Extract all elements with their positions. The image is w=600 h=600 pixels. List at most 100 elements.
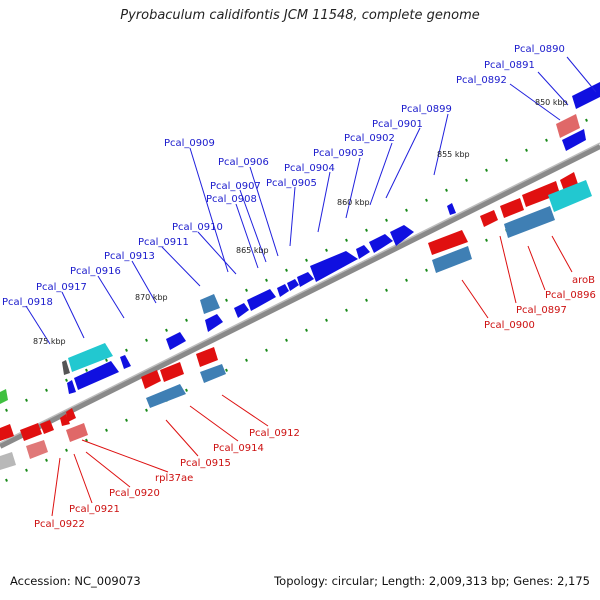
- gene-label[interactable]: Pcal_0913: [104, 251, 155, 262]
- gene-arrow[interactable]: [146, 384, 186, 408]
- tick-mark: [525, 148, 528, 152]
- gene-label[interactable]: Pcal_0907: [210, 181, 261, 192]
- tick-mark: [425, 268, 428, 272]
- gene-label[interactable]: Pcal_0900: [484, 320, 535, 331]
- gene-arrow[interactable]: [277, 284, 289, 297]
- tick-mark: [25, 468, 28, 472]
- bottom-label-leaders: [51, 235, 573, 517]
- gene-arrow[interactable]: [200, 294, 220, 314]
- gene-label[interactable]: aroB: [572, 275, 595, 286]
- gene-label[interactable]: Pcal_0915: [180, 458, 231, 469]
- tick-mark: [225, 298, 228, 302]
- gene-arrow[interactable]: [310, 251, 358, 282]
- genome-backbone-highlight: [0, 142, 600, 444]
- gene-label[interactable]: Pcal_0922: [34, 519, 85, 530]
- reverse-genes: [0, 114, 592, 470]
- gene-arrow[interactable]: [480, 210, 498, 227]
- gene-arrow[interactable]: [40, 420, 54, 434]
- gene-arrow[interactable]: [67, 380, 76, 394]
- gene-label[interactable]: Pcal_0912: [249, 428, 300, 439]
- gene-label[interactable]: Pcal_0914: [213, 443, 264, 454]
- gene-arrow[interactable]: [556, 114, 580, 138]
- gene-label[interactable]: Pcal_0902: [344, 133, 395, 144]
- gene-label[interactable]: Pcal_0916: [70, 266, 121, 277]
- tick-mark: [165, 328, 168, 332]
- gene-arrow[interactable]: [504, 206, 555, 238]
- gene-label[interactable]: rpl37ae: [155, 473, 193, 484]
- gene-arrow[interactable]: [205, 314, 223, 332]
- gene-label[interactable]: Pcal_0905: [266, 178, 317, 189]
- gene-arrow[interactable]: [247, 289, 276, 311]
- gene-arrow[interactable]: [166, 332, 186, 350]
- scale-label-850: 850 kbp: [535, 98, 568, 107]
- gene-arrow[interactable]: [0, 389, 8, 404]
- gene-label[interactable]: Pcal_0891: [484, 60, 535, 71]
- gene-label[interactable]: Pcal_0906: [218, 157, 269, 168]
- gene-arrow[interactable]: [200, 364, 226, 383]
- gene-label[interactable]: Pcal_0901: [372, 119, 423, 130]
- genome-backbone: [0, 143, 600, 449]
- tick-mark: [5, 408, 8, 412]
- gene-arrow[interactable]: [0, 452, 16, 470]
- gene-arrow[interactable]: [500, 198, 524, 218]
- gene-arrow[interactable]: [0, 424, 14, 441]
- gene-label[interactable]: Pcal_0892: [456, 75, 507, 86]
- tick-mark: [405, 208, 408, 212]
- gene-label[interactable]: Pcal_0899: [401, 104, 452, 115]
- gene-arrow[interactable]: [60, 414, 70, 426]
- tick-mark: [45, 458, 48, 462]
- gene-label[interactable]: Pcal_0920: [109, 488, 160, 499]
- gene-arrow[interactable]: [287, 279, 299, 291]
- gene-arrow[interactable]: [20, 423, 42, 441]
- gene-label[interactable]: Pcal_0896: [545, 290, 596, 301]
- rna-gene[interactable]: [68, 343, 113, 372]
- tick-mark: [185, 318, 188, 322]
- gene-arrow[interactable]: [120, 355, 131, 369]
- tick-mark: [45, 388, 48, 392]
- gene-label[interactable]: Pcal_0911: [138, 237, 189, 248]
- tick-mark: [385, 218, 388, 222]
- gene-arrow[interactable]: [356, 245, 370, 259]
- scale-label-855: 855 kbp: [437, 150, 470, 159]
- gene-label[interactable]: Pcal_0909: [164, 138, 215, 149]
- gene-label[interactable]: Pcal_0903: [313, 148, 364, 159]
- tick-mark: [325, 248, 328, 252]
- gene-arrow[interactable]: [141, 370, 161, 389]
- gene-arrow[interactable]: [562, 129, 586, 151]
- gene-arrow[interactable]: [428, 230, 468, 255]
- gene-arrow[interactable]: [447, 203, 456, 215]
- gene-label[interactable]: Pcal_0897: [516, 305, 567, 316]
- gene-arrow[interactable]: [66, 423, 88, 442]
- gene-arrow[interactable]: [390, 225, 414, 246]
- tick-mark: [445, 188, 448, 192]
- gene-arrow[interactable]: [234, 303, 249, 318]
- tick-mark: [125, 418, 128, 422]
- gene-arrow[interactable]: [548, 180, 592, 212]
- gene-arrow[interactable]: [196, 347, 218, 367]
- tick-mark: [265, 278, 268, 282]
- gene-label[interactable]: Pcal_0908: [206, 194, 257, 205]
- tick-mark: [145, 408, 148, 412]
- rna-gene[interactable]: [62, 360, 70, 375]
- gene-label[interactable]: Pcal_0910: [172, 222, 223, 233]
- gene-arrow[interactable]: [369, 234, 393, 253]
- gene-arrow[interactable]: [26, 440, 48, 459]
- gene-label[interactable]: Pcal_0890: [514, 44, 565, 55]
- gene-label[interactable]: Pcal_0917: [36, 282, 87, 293]
- gene-arrow[interactable]: [572, 82, 600, 109]
- tick-mark: [425, 198, 428, 202]
- gene-arrow[interactable]: [297, 272, 314, 287]
- gene-label[interactable]: Pcal_0904: [284, 163, 335, 174]
- gene-arrow[interactable]: [160, 362, 184, 382]
- tick-mark: [185, 388, 188, 392]
- gene-arrow[interactable]: [66, 408, 76, 422]
- tick-mark: [105, 358, 108, 362]
- tick-mark: [5, 478, 8, 482]
- gene-arrow[interactable]: [432, 246, 472, 273]
- gene-arrow[interactable]: [74, 361, 119, 390]
- gene-label[interactable]: Pcal_0918: [2, 297, 53, 308]
- gene-arrow[interactable]: [522, 181, 560, 207]
- tick-mark: [105, 428, 108, 432]
- gene-label[interactable]: Pcal_0921: [69, 504, 120, 515]
